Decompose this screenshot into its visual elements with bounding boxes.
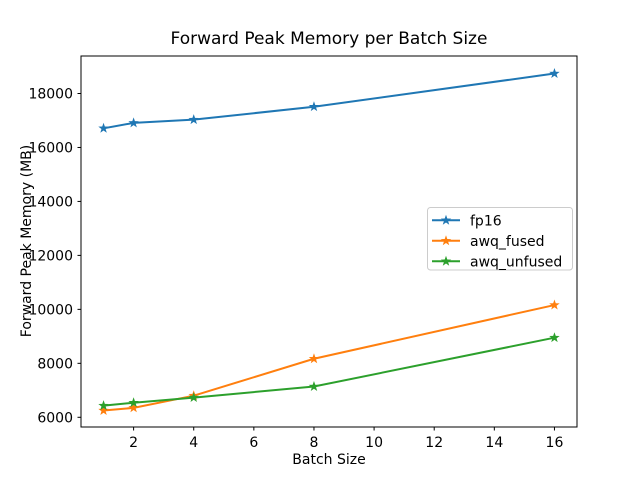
plot-frame [80,55,578,428]
x-tick-label: 16 [546,435,564,451]
y-tick-label: 10000 [28,302,73,318]
data-point-marker-awq_unfused [308,381,320,391]
x-axis-label: Batch Size [292,452,365,468]
legend-marker-awq_fused [440,235,452,246]
chart-title: Forward Peak Memory per Batch Size [171,29,488,49]
data-point-marker-awq_fused [128,402,139,413]
plot-area: 2 4 6 8 10 12 14 16 6000 8000 10000 12000 14000 16000… [28,55,578,451]
x-tick-label: 12 [425,435,443,451]
series-line-awq_fused [102,304,556,412]
data-point-marker-awq_fused [308,353,320,364]
data-point-marker-awq_unfused [128,397,139,408]
y-tick-label: 14000 [28,194,73,210]
x-tick-label: 2 [129,435,138,451]
x-tick-label: 14 [485,435,503,451]
legend-label-awq_fused: awq_fused [470,234,545,250]
legend-box [427,207,573,271]
data-point-marker-awq_unfused [549,332,560,343]
legend-marker-awq_unfused [440,255,452,266]
series-line-awq_unfused [102,336,556,407]
x-tick-label: 10 [365,435,383,451]
x-tick-label: 6 [249,435,258,451]
y-tick-label: 8000 [37,356,73,372]
data-point-marker-fp16 [549,68,560,78]
y-axis-label: Forward Peak Memory (MB) [19,145,35,337]
data-point-marker-fp16 [308,101,320,112]
data-point-marker-awq_fused [98,405,109,415]
x-tick-label: 4 [189,435,198,451]
y-tick-label: 16000 [28,140,73,156]
x-tick-label: 8 [310,435,319,451]
y-tick-label: 18000 [28,87,73,103]
data-point-marker-fp16 [128,117,139,128]
data-point-marker-fp16 [188,114,199,125]
data-point-marker-fp16 [98,122,109,133]
legend-marker-fp16 [440,214,452,225]
data-point-marker-awq_unfused [98,400,109,411]
legend-label-awq_unfused: awq_unfused [470,254,562,270]
data-point-marker-awq_unfused [188,392,199,403]
data-point-marker-awq_fused [549,299,560,310]
y-tick-label: 12000 [28,248,73,264]
legend-label-fp16: fp16 [470,213,502,229]
series-line-fp16 [102,72,556,130]
y-tick-label: 6000 [37,410,73,426]
